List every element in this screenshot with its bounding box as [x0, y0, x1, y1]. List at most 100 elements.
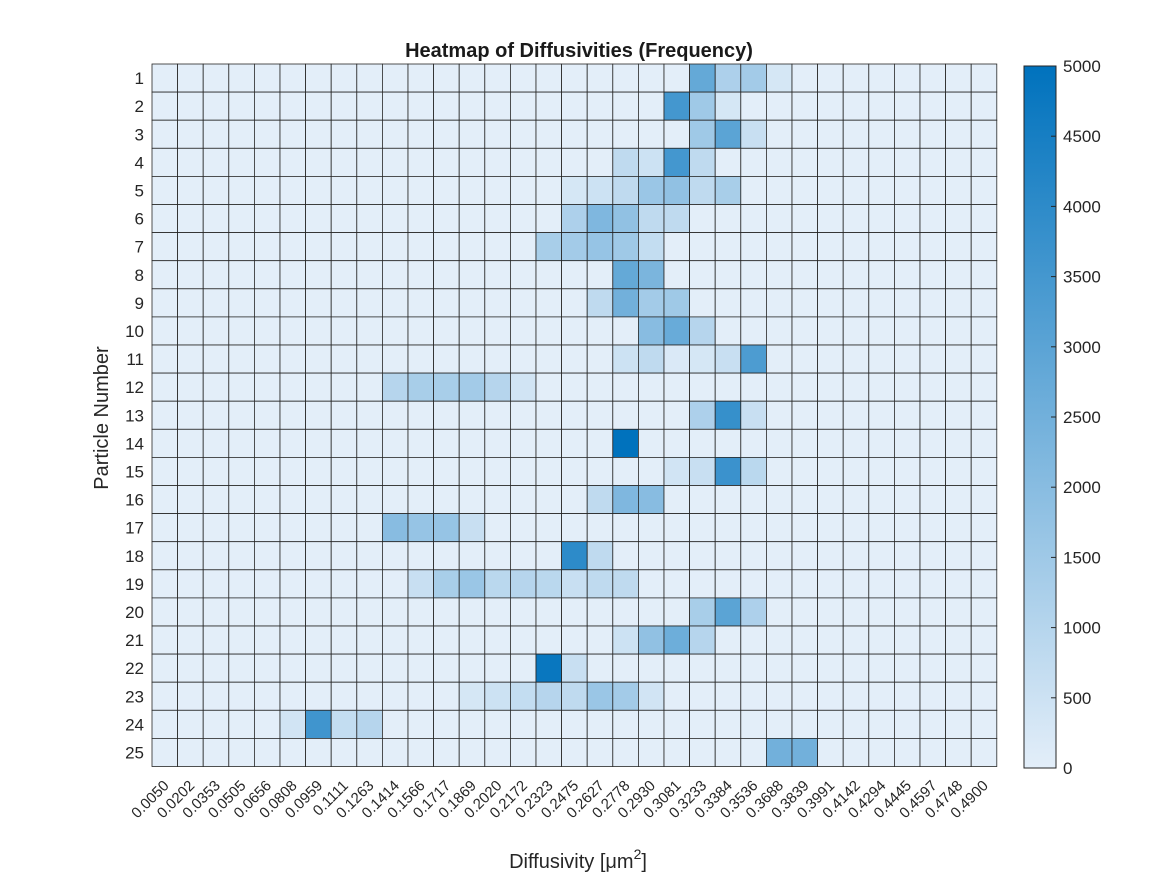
heatmap-cell: [279, 738, 307, 767]
heatmap-cell: [663, 738, 691, 767]
heatmap-cell: [612, 175, 639, 205]
heatmap-cell: [561, 738, 588, 767]
heatmap-cell: [612, 344, 639, 374]
heatmap-cell: [842, 204, 870, 234]
heatmap-cell: [817, 316, 844, 346]
heatmap-cell: [151, 513, 179, 543]
heatmap-cell: [970, 63, 998, 93]
heatmap-cell: [356, 428, 383, 458]
heatmap-cell: [228, 597, 255, 627]
heatmap-cell: [509, 63, 537, 93]
heatmap-cell: [177, 597, 204, 627]
heatmap-cell: [407, 204, 435, 234]
heatmap-cell: [586, 681, 614, 711]
heatmap-cell: [638, 63, 665, 93]
heatmap-cell: [970, 456, 998, 486]
heatmap-cell: [484, 569, 511, 599]
heatmap-cell: [381, 175, 409, 205]
heatmap-cell: [612, 597, 639, 627]
heatmap-cell: [638, 288, 665, 318]
y-tick-label: 20: [125, 603, 144, 622]
heatmap-cell: [279, 204, 307, 234]
heatmap-cell: [970, 625, 998, 655]
heatmap-cell: [945, 569, 972, 599]
heatmap-cell: [612, 288, 639, 318]
heatmap-cell: [151, 232, 179, 262]
heatmap-cell: [177, 316, 204, 346]
heatmap-cell: [689, 372, 716, 402]
heatmap-cell: [945, 91, 972, 121]
heatmap-cell: [381, 344, 409, 374]
heatmap-cell: [228, 204, 255, 234]
heatmap-cell: [228, 569, 255, 599]
heatmap-cell: [919, 597, 947, 627]
heatmap-cell: [253, 513, 281, 543]
heatmap-cell: [894, 91, 921, 121]
heatmap-cell: [945, 288, 972, 318]
heatmap-cell: [458, 372, 486, 402]
heatmap-cell: [305, 625, 332, 655]
heatmap-cell: [305, 91, 332, 121]
heatmap-cell: [842, 653, 870, 683]
heatmap-cell: [535, 204, 563, 234]
heatmap-cell: [509, 738, 537, 767]
heatmap-cell: [356, 147, 383, 177]
heatmap-cell: [663, 232, 691, 262]
heatmap-cell: [919, 428, 947, 458]
heatmap-cell: [458, 232, 486, 262]
heatmap-cell: [868, 541, 895, 571]
heatmap-cell: [663, 147, 691, 177]
heatmap-cell: [330, 204, 358, 234]
heatmap-cell: [177, 232, 204, 262]
heatmap-cell: [970, 569, 998, 599]
heatmap-cell: [612, 709, 639, 739]
heatmap-cell: [484, 119, 511, 149]
heatmap-cell: [561, 625, 588, 655]
y-tick-label: 1: [135, 69, 144, 88]
heatmap-cell: [919, 400, 947, 430]
heatmap-cell: [791, 175, 819, 205]
heatmap-cell: [714, 681, 742, 711]
heatmap-cell: [561, 119, 588, 149]
heatmap-cell: [791, 316, 819, 346]
heatmap-cell: [330, 456, 358, 486]
heatmap-cell: [330, 147, 358, 177]
heatmap-cell: [279, 681, 307, 711]
heatmap-cell: [970, 204, 998, 234]
heatmap-cell: [766, 738, 793, 767]
colorbar-tick-label: 2500: [1063, 408, 1101, 427]
heatmap-cell: [535, 738, 563, 767]
heatmap-cell: [356, 91, 383, 121]
heatmap-cell: [970, 175, 998, 205]
heatmap-cell: [689, 709, 716, 739]
heatmap-cell: [945, 147, 972, 177]
heatmap-cell: [919, 344, 947, 374]
heatmap-cell: [791, 456, 819, 486]
heatmap-cell: [586, 625, 614, 655]
heatmap-cell: [535, 597, 563, 627]
heatmap-cell: [458, 400, 486, 430]
heatmap-cell: [740, 63, 767, 93]
heatmap-cell: [689, 288, 716, 318]
heatmap-cell: [484, 288, 511, 318]
heatmap-cell: [791, 513, 819, 543]
heatmap-cell: [663, 541, 691, 571]
heatmap-cell: [817, 709, 844, 739]
heatmap-cell: [689, 119, 716, 149]
heatmap-cell: [228, 119, 255, 149]
heatmap-cell: [612, 569, 639, 599]
heatmap-cell: [177, 147, 204, 177]
heatmap-cell: [919, 681, 947, 711]
heatmap-cell: [228, 260, 255, 290]
heatmap-cell: [253, 63, 281, 93]
heatmap-cell: [305, 288, 332, 318]
heatmap-cell: [305, 541, 332, 571]
heatmap-cell: [970, 288, 998, 318]
heatmap-cell: [561, 344, 588, 374]
heatmap-cell: [305, 709, 332, 739]
heatmap-cell: [919, 63, 947, 93]
heatmap-cell: [535, 653, 563, 683]
heatmap-cell: [766, 513, 793, 543]
heatmap-cell: [586, 232, 614, 262]
heatmap-cell: [561, 681, 588, 711]
